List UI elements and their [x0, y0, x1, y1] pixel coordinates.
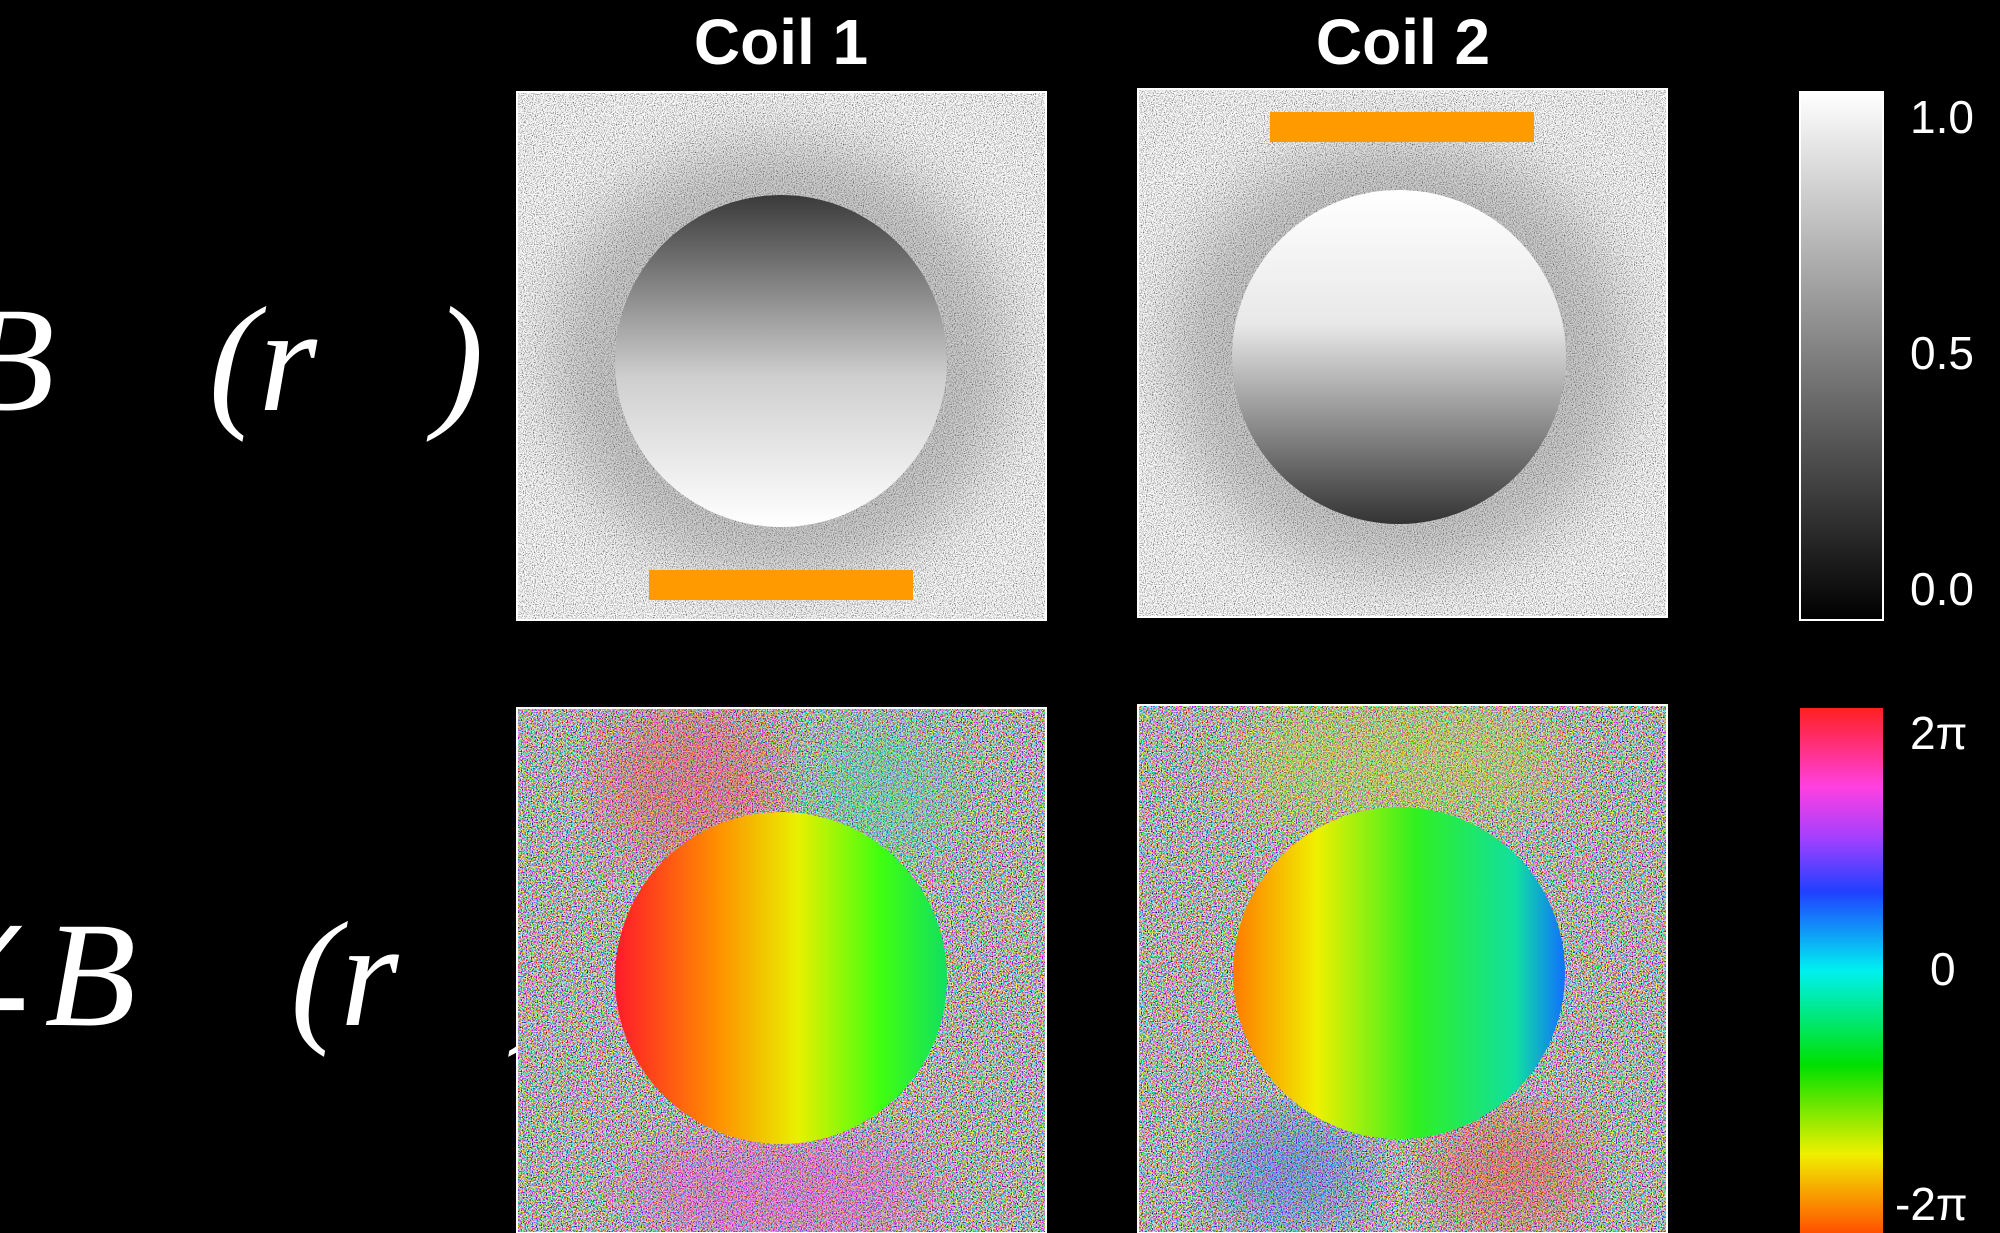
colorbar-tick-label: 2π [1910, 707, 1967, 759]
page: {"columns": [{"title": "Coil 1"}, {"titl… [0, 0, 2000, 1233]
column-title: Coil 2 [1316, 6, 1490, 78]
row-label: ∠B⃗ (r⃗) [0, 892, 565, 1058]
phase-image [1138, 690, 1667, 1233]
colorbar-tick-label: 0.0 [1910, 563, 1974, 615]
colorbar-tick-label: 0.5 [1910, 327, 1974, 379]
magnitude-image [517, 92, 1046, 620]
row-label: ‖B⃗ (r⃗) ‖ [0, 277, 563, 443]
phase-image [517, 700, 1046, 1233]
colorbar [1800, 708, 1883, 1233]
colorbar-tick-label: -2π [1895, 1178, 1968, 1230]
figure: Coil 1 Coil 2 ‖B⃗ (r⃗) ‖ ∠B⃗ (r⃗) 1.0 [0, 0, 2000, 1233]
colorbar [1800, 92, 1883, 620]
magnitude-image [1138, 89, 1667, 617]
column-title: Coil 1 [694, 6, 868, 78]
colorbar-tick-label: 0 [1930, 943, 1956, 995]
colorbar-tick-label: 1.0 [1910, 91, 1974, 143]
